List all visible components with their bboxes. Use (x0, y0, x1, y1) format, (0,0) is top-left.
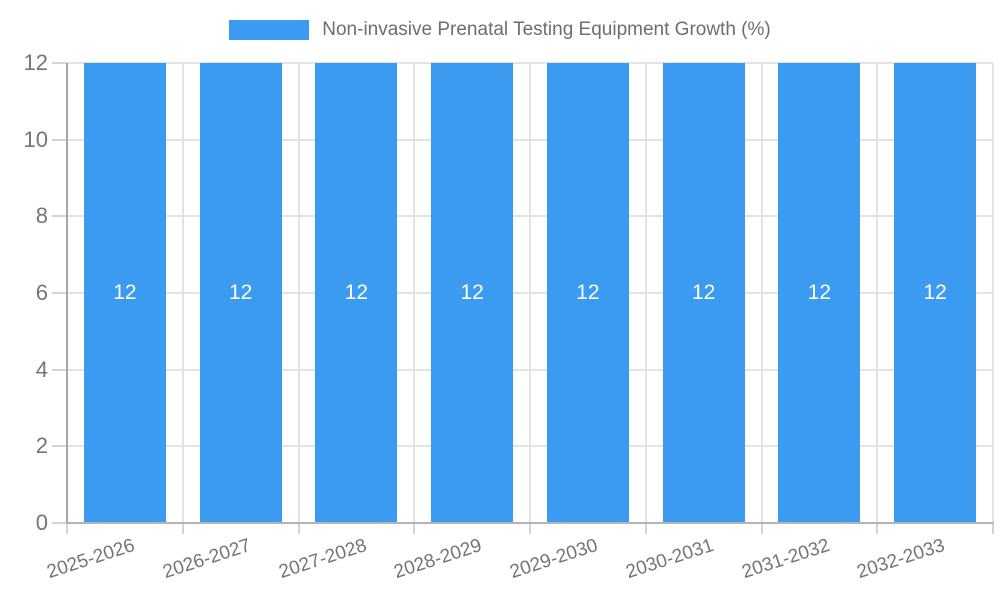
x-tick-label: 2026-2027 (160, 535, 254, 584)
bar-value-label: 12 (228, 281, 253, 304)
x-tick-label: 2030-2031 (623, 535, 717, 584)
y-axis-line (66, 63, 68, 523)
bar-value-label: 12 (344, 281, 369, 304)
bar[interactable]: 12 (546, 63, 629, 523)
x-tick-mark (297, 523, 300, 534)
x-tick-label: 2025-2026 (44, 535, 138, 584)
x-tick-mark (66, 523, 68, 534)
y-tick-mark (52, 522, 67, 524)
v-gridline (529, 63, 531, 523)
v-gridline (992, 63, 994, 523)
y-tick-label: 6 (35, 280, 48, 305)
y-tick-label: 0 (35, 510, 48, 535)
x-tick-mark (992, 523, 994, 534)
legend-item[interactable]: Non-invasive Prenatal Testing Equipment … (0, 17, 1000, 43)
y-tick-mark (52, 62, 67, 64)
bar[interactable]: 12 (431, 63, 514, 523)
bar-value-label: 12 (923, 281, 947, 304)
x-tick-mark (760, 523, 763, 534)
bar-value-label: 12 (807, 281, 832, 304)
y-tick-mark (52, 445, 67, 448)
bar-value-label: 12 (576, 281, 600, 304)
x-tick-label: 2027-2028 (275, 535, 369, 584)
x-tick-label: 2029-2030 (507, 535, 601, 584)
x-tick-mark (413, 523, 416, 534)
legend-swatch (229, 20, 310, 40)
x-tick-label: 2028-2029 (391, 535, 485, 584)
y-tick-mark (52, 368, 67, 371)
y-tick-label: 12 (23, 50, 48, 75)
v-gridline (181, 63, 184, 523)
v-gridline (644, 63, 647, 523)
y-tick-mark (52, 292, 67, 294)
legend-label: Non-invasive Prenatal Testing Equipment … (322, 19, 771, 40)
bar[interactable]: 12 (662, 63, 745, 523)
y-tick-mark (52, 138, 67, 141)
v-gridline (760, 63, 763, 523)
bar-value-label: 12 (691, 281, 716, 304)
bar-value-label: 12 (460, 281, 484, 304)
v-gridline (413, 63, 416, 523)
y-tick-label: 8 (35, 203, 48, 229)
v-gridline (297, 63, 300, 523)
y-tick-label: 10 (23, 126, 48, 152)
x-tick-mark (644, 523, 647, 534)
x-tick-mark (181, 523, 184, 534)
y-tick-mark (52, 215, 67, 218)
y-tick-label: 2 (35, 433, 48, 459)
y-tick-label: 4 (35, 356, 48, 382)
v-gridline (876, 63, 879, 523)
bar[interactable]: 12 (778, 63, 861, 523)
bar[interactable]: 12 (894, 63, 977, 523)
x-tick-label: 2032-2033 (854, 535, 948, 584)
x-tick-mark (529, 523, 531, 534)
bar[interactable]: 12 (199, 63, 282, 523)
x-tick-label: 2031-2032 (738, 535, 832, 584)
bar[interactable]: 12 (315, 63, 398, 523)
x-axis-line (66, 522, 994, 524)
bar-value-label: 12 (113, 281, 137, 304)
x-tick-mark (876, 523, 879, 534)
bar[interactable]: 12 (83, 63, 166, 523)
